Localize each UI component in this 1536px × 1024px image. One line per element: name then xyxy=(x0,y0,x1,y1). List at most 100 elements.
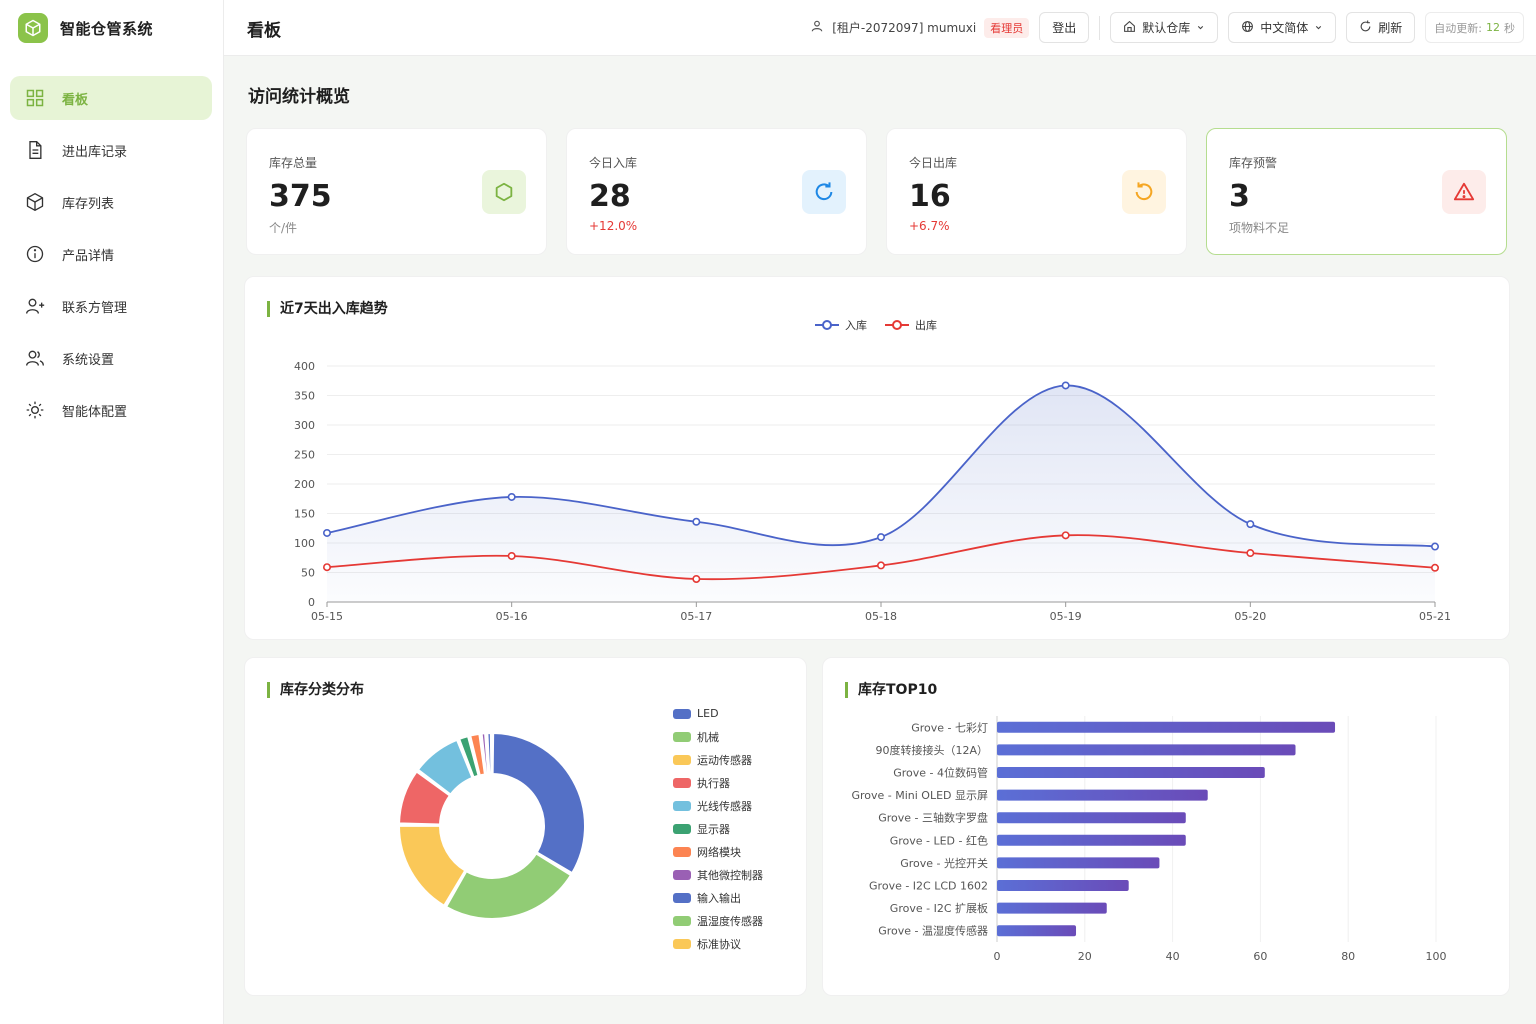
legend-item[interactable]: 网络模块 xyxy=(673,840,763,863)
legend-item[interactable]: 光线传感器 xyxy=(673,794,763,817)
legend-item[interactable]: LED xyxy=(673,702,763,725)
y-category-label: Grove - 温湿度传感器 xyxy=(878,924,988,938)
y-category-label: 90度转接接头（12A） xyxy=(875,743,988,757)
bar xyxy=(997,812,1186,824)
y-category-label: Grove - LED - 红色 xyxy=(890,833,988,847)
x-tick-label: 60 xyxy=(1253,950,1267,963)
stat-change: +6.7% xyxy=(909,219,950,233)
legend-item[interactable]: 输入输出 xyxy=(673,886,763,909)
legend-item[interactable]: 温湿度传感器 xyxy=(673,909,763,932)
globe-icon xyxy=(1241,20,1254,36)
legend-item[interactable]: 显示器 xyxy=(673,817,763,840)
role-badge: 看理员 xyxy=(984,17,1030,38)
chevron-down-icon xyxy=(1314,21,1323,35)
legend-swatch xyxy=(673,823,691,834)
y-tick-label: 250 xyxy=(294,449,315,462)
data-point-inbound xyxy=(692,517,701,526)
legend-swatch xyxy=(673,800,691,811)
legend-item-outbound[interactable]: 出库 xyxy=(885,317,937,333)
data-point-inbound xyxy=(1246,520,1255,529)
x-tick-label: 05-21 xyxy=(1419,610,1451,623)
legend-swatch xyxy=(673,846,691,857)
donut-slice xyxy=(445,852,572,920)
data-point-outbound xyxy=(876,561,885,570)
user-info: [租户-2072097] mumuxi 看理员 xyxy=(810,17,1030,38)
stat-label: 今日入库 xyxy=(589,156,638,170)
data-point-outbound xyxy=(1061,531,1070,540)
x-tick-label: 05-20 xyxy=(1234,610,1266,623)
y-category-label: Grove - I2C LCD 1602 xyxy=(869,880,988,893)
refresh-label: 刷新 xyxy=(1378,21,1403,35)
y-category-label: Grove - 三轴数字罗盘 xyxy=(878,811,988,825)
y-tick-label: 400 xyxy=(294,360,315,373)
refresh-button[interactable]: 刷新 xyxy=(1346,12,1416,43)
legend-item[interactable]: 执行器 xyxy=(673,771,763,794)
sun-icon xyxy=(24,399,46,421)
legend-swatch xyxy=(673,731,691,742)
auto-update-unit: 秒 xyxy=(1504,21,1515,35)
home-icon xyxy=(1123,20,1136,36)
section-title: 访问统计概览 xyxy=(248,87,350,107)
stat-change: +12.0% xyxy=(589,219,638,233)
stat-label: 库存预警 xyxy=(1229,156,1278,170)
stat-card-warning: 库存预警 3 项物料不足 xyxy=(1206,128,1507,255)
language-select[interactable]: 中文简体 xyxy=(1228,12,1337,43)
panel-title: 近7天出入库趋势 xyxy=(267,301,388,317)
warehouse-select[interactable]: 默认仓库 xyxy=(1110,12,1219,43)
x-tick-label: 05-18 xyxy=(865,610,897,623)
donut-legend: LED 机械 运动传感器 执行器 光线传感器 显示器网络模块其他微控制器 输入输出温湿度传感… xyxy=(673,702,763,955)
data-point-inbound xyxy=(323,528,332,537)
legend-swatch xyxy=(673,915,691,926)
brand[interactable]: 智能仓管系统 xyxy=(18,12,153,44)
logout-label: 登出 xyxy=(1052,21,1077,35)
top10-bar-chart: 0 20 40 60 80 100 Grove - 七彩灯 90度转接接头（12A） Grove… xyxy=(851,716,1447,963)
panel-title: 库存TOP10 xyxy=(845,682,937,698)
trend-chart: 0 50 100 150 200 250 300 350 400 05-15 05-16 05-17 0… xyxy=(294,360,1451,623)
chart-legend: 入库 出库 xyxy=(815,317,937,333)
data-point-outbound xyxy=(1431,563,1440,572)
stat-value: 16 xyxy=(909,179,951,214)
sidebar-item-agent[interactable]: 智能体配置 xyxy=(10,388,212,432)
x-tick-label: 20 xyxy=(1078,950,1092,963)
top10-panel: 库存TOP10 0 20 40 60 80 100 Grove - 七彩灯 90度转接接头（1… xyxy=(822,657,1510,996)
warning-icon xyxy=(1442,170,1486,214)
x-tick-label: 40 xyxy=(1166,950,1180,963)
sidebar-item-settings[interactable]: 系统设置 xyxy=(10,336,212,380)
topbar-actions: [租户-2072097] mumuxi 看理员 登出 默认仓库 中文简体 xyxy=(810,12,1524,43)
legend-marker xyxy=(815,320,839,330)
series-area-inbound xyxy=(327,385,1435,602)
sidebar-item-contacts[interactable]: 联系方管理 xyxy=(10,284,212,328)
legend-item[interactable]: 其他微控制器 xyxy=(673,863,763,886)
refresh-icon xyxy=(1359,20,1372,36)
bar xyxy=(997,857,1160,869)
sidebar-item-dashboard[interactable]: 看板 xyxy=(10,76,212,120)
x-tick-label: 100 xyxy=(1426,950,1447,963)
legend-item[interactable]: 运动传感器 xyxy=(673,748,763,771)
legend-label: 温湿度传感器 xyxy=(697,914,763,928)
sidebar-nav: 看板 进出库记录 库存列表 产品详情 联系方管理 xyxy=(10,76,212,440)
grid-icon xyxy=(24,87,46,109)
legend-item[interactable]: 标准协议 xyxy=(673,932,763,955)
legend-item-inbound[interactable]: 入库 xyxy=(815,317,867,333)
data-point-inbound xyxy=(1431,542,1440,551)
bar xyxy=(997,767,1265,778)
donut-slice xyxy=(397,824,467,907)
y-tick-label: 50 xyxy=(301,567,315,580)
donut-slice xyxy=(491,732,586,875)
sidebar-item-records[interactable]: 进出库记录 xyxy=(10,128,212,172)
donut-slice xyxy=(416,738,474,796)
category-panel: 库存分类分布 LED 机械 运动传感器 执行器 光线传感器 显示器 网络模块 其他微控制器 输入… xyxy=(244,657,807,996)
language-label: 中文简体 xyxy=(1260,21,1309,35)
hexagon-icon xyxy=(482,170,526,214)
logout-button[interactable]: 登出 xyxy=(1039,12,1090,43)
sidebar-item-inventory[interactable]: 库存列表 xyxy=(10,180,212,224)
donut-slice xyxy=(458,735,480,779)
legend-label: 网络模块 xyxy=(697,845,741,859)
legend-label: 出库 xyxy=(915,319,937,332)
sidebar-item-product[interactable]: 产品详情 xyxy=(10,232,212,276)
category-donut-chart xyxy=(397,732,586,920)
legend-item[interactable]: 机械 xyxy=(673,725,763,748)
topbar: 看板 [租户-2072097] mumuxi 看理员 登出 默认仓库 中文简体 xyxy=(224,0,1536,56)
cube-icon xyxy=(24,191,46,213)
data-point-outbound xyxy=(323,563,332,572)
